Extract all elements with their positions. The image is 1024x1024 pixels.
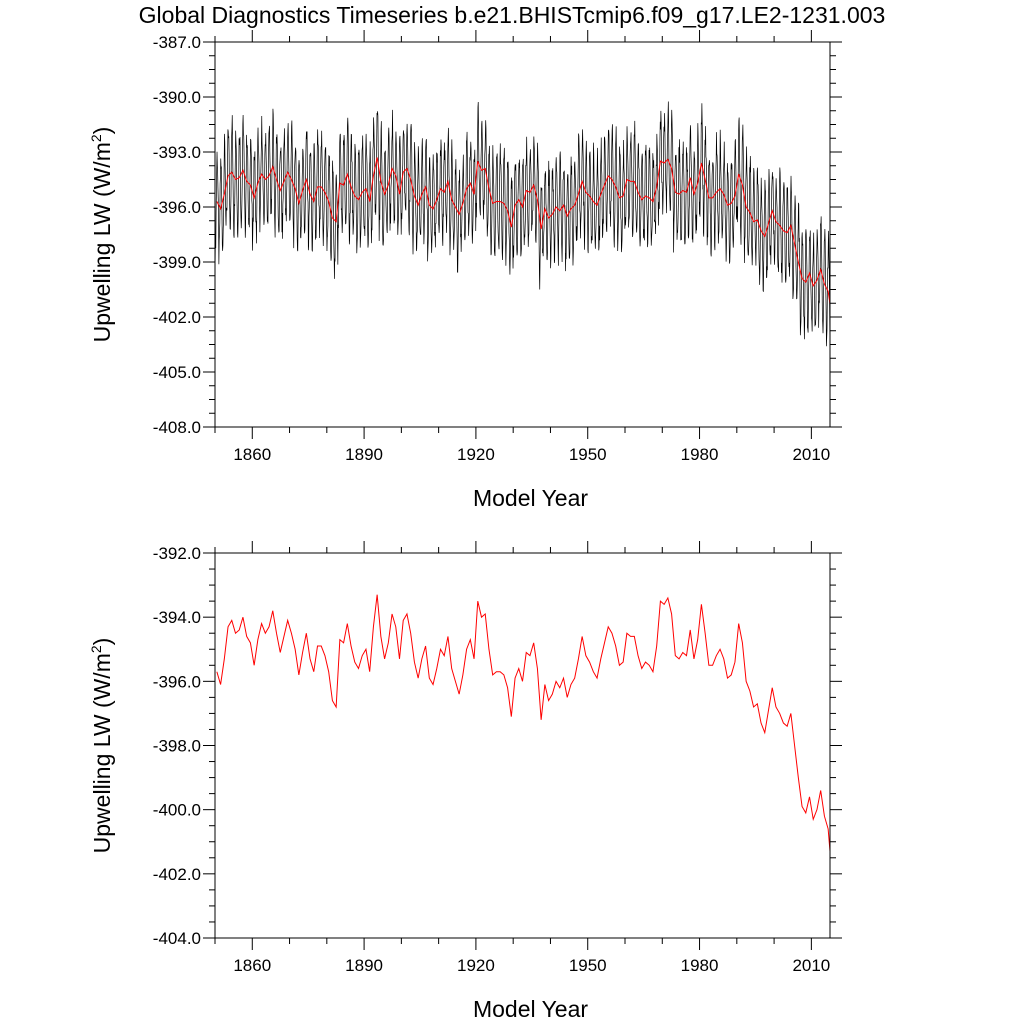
x-tick-label: 1860	[233, 445, 271, 464]
plot-area	[215, 101, 830, 372]
y-tick-label: -408.0	[153, 418, 201, 437]
x-tick-label: 2010	[792, 445, 830, 464]
plot-area	[216, 594, 830, 858]
x-axis-title: Model Year	[473, 485, 588, 511]
y-tick-label: -404.0	[153, 929, 201, 948]
plot-frame	[214, 552, 831, 939]
y-tick-label: -394.0	[153, 608, 201, 627]
tick-marks	[203, 30, 842, 439]
bottom-panel: 1860 1890 1920 1950 1980 2010 -404.0 -402.0 -400…	[88, 541, 842, 1022]
y-tick-label: -398.0	[153, 737, 201, 756]
x-tick-label: 1980	[681, 956, 719, 975]
y-tick-label: -400.0	[153, 801, 201, 820]
tick-marks	[203, 541, 842, 950]
plot-frame	[214, 41, 831, 428]
y-tick-label: -396.0	[153, 198, 201, 217]
x-axis-title: Model Year	[473, 996, 588, 1022]
y-tick-label: -405.0	[153, 363, 201, 382]
page-title: Global Diagnostics Timeseries b.e21.BHIS…	[138, 2, 886, 28]
y-tick-label: -396.0	[153, 672, 201, 691]
x-tick-label: 1890	[345, 445, 383, 464]
x-tick-label: 1950	[569, 956, 607, 975]
y-tick-label: -393.0	[153, 143, 201, 162]
y-axis-title: Upwelling LW (W/m2)	[88, 638, 115, 854]
x-tick-label: 1920	[457, 956, 495, 975]
monthly-series-line	[215, 101, 830, 372]
y-tick-label: -390.0	[153, 88, 201, 107]
y-tick-label: -387.0	[153, 33, 201, 52]
x-tick-label: 2010	[792, 956, 830, 975]
top-panel: 1860 1890 1920 1950 1980 2010 -408.0 -405.0 -402…	[88, 30, 842, 511]
y-tick-label: -392.0	[153, 544, 201, 563]
x-tick-label: 1980	[681, 445, 719, 464]
annual-series-line	[216, 594, 830, 858]
y-tick-label: -402.0	[153, 308, 201, 327]
annual-series-line	[216, 157, 830, 308]
y-axis-title: Upwelling LW (W/m2)	[88, 127, 115, 343]
y-tick-label: -399.0	[153, 253, 201, 272]
x-tick-label: 1950	[569, 445, 607, 464]
x-tick-label: 1860	[233, 956, 271, 975]
x-tick-label: 1890	[345, 956, 383, 975]
x-tick-label: 1920	[457, 445, 495, 464]
y-tick-label: -402.0	[153, 865, 201, 884]
